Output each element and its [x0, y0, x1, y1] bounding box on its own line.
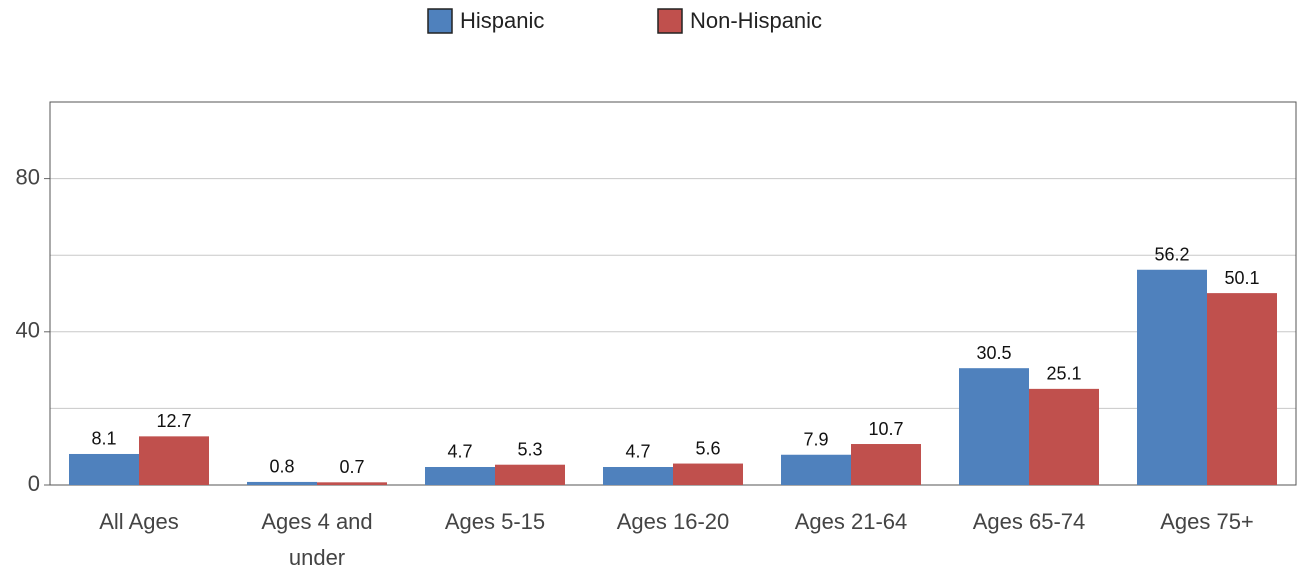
- bar: [247, 481, 317, 485]
- y-tick-label: 80: [16, 164, 40, 189]
- bar: [317, 482, 387, 485]
- value-label: 8.1: [91, 429, 116, 449]
- bar: [673, 463, 743, 485]
- value-label: 5.3: [517, 439, 542, 459]
- x-tick-label: Ages 65-74: [973, 509, 1086, 534]
- bar: [959, 368, 1029, 485]
- value-label: 56.2: [1154, 245, 1189, 265]
- value-label: 4.7: [625, 442, 650, 462]
- value-label: 25.1: [1046, 364, 1081, 384]
- x-tick-label-line: under: [289, 545, 345, 570]
- x-tick-label: Ages 16-20: [617, 509, 730, 534]
- legend-label: Hispanic: [460, 8, 544, 33]
- x-tick-label: Ages 4 and under: [261, 509, 372, 570]
- x-tick-label: All Ages: [99, 509, 179, 534]
- value-label: 10.7: [868, 419, 903, 439]
- x-tick-label: Ages 5-15: [445, 509, 545, 534]
- value-label: 0.8: [269, 457, 294, 477]
- bar: [425, 466, 495, 485]
- value-label: 5.6: [695, 438, 720, 458]
- y-tick-label: 0: [28, 471, 40, 496]
- legend-label: Non-Hispanic: [690, 8, 822, 33]
- x-tick-label: Ages 21-64: [795, 509, 908, 534]
- plot-frame: [49, 101, 1297, 486]
- bar: [1207, 293, 1277, 485]
- value-label: 50.1: [1224, 268, 1259, 288]
- value-label: 12.7: [156, 411, 191, 431]
- value-label: 0.7: [339, 457, 364, 477]
- bar: [851, 444, 921, 485]
- bar: [781, 454, 851, 485]
- x-tick-label: Ages 75+: [1160, 509, 1254, 534]
- y-tick-label: 40: [16, 318, 40, 343]
- bar: [495, 464, 565, 485]
- value-label: 30.5: [976, 343, 1011, 363]
- x-tick-label-line: Ages 4 and: [261, 509, 372, 534]
- legend-swatch: [427, 8, 453, 34]
- value-label: 4.7: [447, 442, 472, 462]
- value-label: 7.9: [803, 429, 828, 449]
- legend-swatch: [657, 8, 683, 34]
- bar: [1137, 269, 1207, 485]
- bar: [69, 453, 139, 485]
- bar: [1029, 388, 1099, 485]
- bar: [139, 436, 209, 485]
- bar: [603, 466, 673, 485]
